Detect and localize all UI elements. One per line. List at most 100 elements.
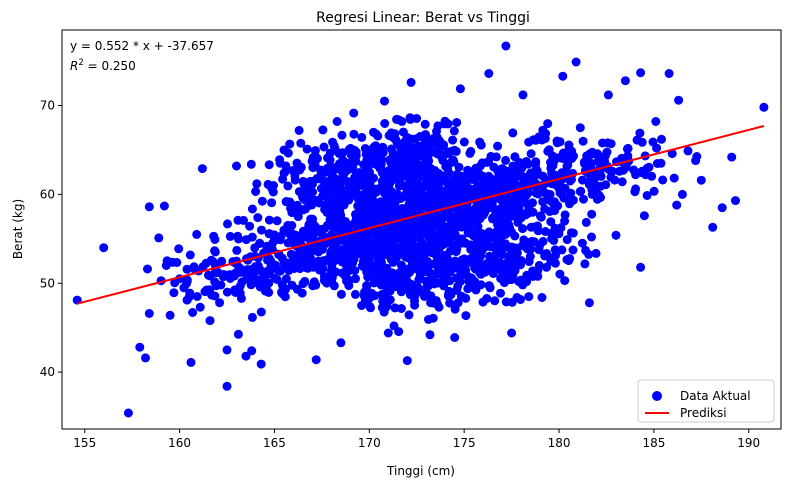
data-point — [292, 255, 302, 264]
data-point — [247, 204, 257, 214]
data-point — [454, 162, 464, 172]
data-point — [600, 156, 609, 166]
data-point — [578, 136, 588, 146]
data-point — [617, 177, 627, 187]
data-point — [443, 149, 453, 159]
data-point — [419, 221, 429, 231]
data-point — [498, 238, 507, 248]
data-point — [538, 125, 548, 135]
data-point — [536, 212, 546, 222]
data-point — [277, 280, 287, 290]
data-point — [192, 292, 202, 301]
data-point — [242, 265, 252, 275]
data-point — [637, 137, 647, 147]
data-point — [371, 129, 381, 139]
data-point — [314, 256, 323, 266]
data-point — [217, 256, 227, 266]
data-point — [493, 220, 502, 229]
data-point — [677, 189, 687, 199]
data-point — [362, 163, 372, 173]
data-point — [523, 208, 533, 217]
data-point — [427, 248, 437, 258]
data-point — [233, 329, 243, 339]
y-tick-label: 40 — [40, 365, 55, 379]
data-point — [396, 260, 406, 270]
data-point — [394, 224, 404, 234]
data-point — [235, 281, 245, 291]
data-point — [652, 143, 662, 153]
data-point — [683, 146, 693, 156]
data-point — [584, 298, 594, 308]
data-point — [759, 102, 769, 112]
data-point — [445, 214, 455, 224]
data-point — [455, 277, 465, 287]
data-point — [241, 274, 251, 284]
data-point — [464, 219, 474, 229]
data-point — [429, 189, 439, 199]
data-point — [522, 270, 532, 280]
data-point — [222, 287, 232, 297]
data-point — [507, 248, 517, 258]
data-point — [350, 289, 360, 299]
data-point — [332, 219, 342, 229]
data-point — [587, 232, 596, 242]
data-point — [617, 153, 627, 163]
r-squared-label: R2 = 0.250 — [70, 58, 136, 73]
data-point — [342, 160, 351, 170]
data-point — [415, 182, 425, 192]
data-point — [389, 132, 399, 142]
data-point — [400, 149, 410, 159]
data-point — [294, 125, 304, 135]
data-point — [636, 68, 646, 78]
data-point — [445, 276, 455, 286]
data-point — [314, 198, 324, 208]
data-point — [456, 291, 466, 301]
data-point — [135, 342, 145, 352]
data-point — [320, 256, 330, 266]
data-point — [544, 145, 554, 155]
data-point — [292, 284, 302, 294]
axes-frame — [61, 29, 782, 430]
data-point — [513, 217, 523, 227]
data-point — [174, 244, 184, 254]
data-point — [397, 165, 406, 175]
data-point — [325, 155, 335, 165]
data-point — [264, 254, 274, 264]
data-point — [410, 216, 420, 226]
data-point — [426, 291, 436, 301]
data-point — [360, 287, 370, 297]
data-point — [524, 292, 534, 302]
data-point — [507, 211, 517, 221]
data-point — [357, 190, 367, 200]
data-point — [466, 245, 476, 254]
data-point — [222, 381, 232, 391]
data-point — [506, 196, 516, 206]
data-point — [630, 187, 640, 197]
data-point — [232, 161, 241, 171]
data-point — [448, 155, 458, 165]
data-point — [445, 298, 455, 308]
data-point — [423, 163, 433, 173]
data-point — [393, 152, 403, 162]
data-point — [222, 345, 232, 355]
data-point — [413, 264, 423, 274]
data-point — [435, 136, 445, 146]
x-tick-label: 185 — [642, 436, 665, 450]
data-point — [525, 252, 535, 261]
data-point — [404, 310, 414, 320]
data-point — [295, 165, 305, 175]
data-point — [557, 245, 567, 255]
data-point — [485, 283, 495, 293]
data-point — [538, 171, 548, 181]
data-point — [182, 264, 192, 274]
data-point — [144, 202, 154, 212]
data-point — [444, 286, 454, 296]
data-point — [515, 193, 525, 202]
data-point — [280, 292, 290, 302]
data-point — [462, 208, 472, 218]
data-point — [475, 137, 485, 147]
data-point — [611, 230, 621, 240]
data-point — [296, 138, 306, 148]
data-point — [255, 239, 265, 248]
data-point — [165, 310, 175, 320]
